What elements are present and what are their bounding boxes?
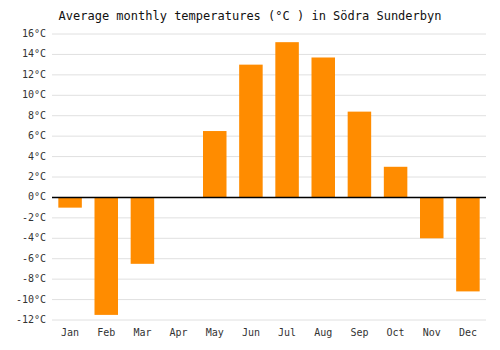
x-tick-label: Dec [459, 327, 477, 338]
y-tick-label: -8°C [22, 273, 46, 284]
grid [52, 34, 486, 320]
x-tick-label: Jan [61, 327, 79, 338]
grid-line [52, 95, 486, 96]
grid-line [52, 177, 486, 178]
bar [58, 197, 82, 207]
grid-line [52, 54, 486, 55]
bar [456, 197, 480, 291]
grid-line [52, 74, 486, 75]
y-tick-label: 4°C [28, 151, 46, 162]
title: Average monthly temperatures (°C ) in Sö… [59, 9, 442, 23]
y-axis: -12°C -10°C -8°C -6°C -4°C -2°C 0°C 2°C 4°C 6°C 8°… [16, 28, 46, 325]
bar [420, 197, 444, 238]
x-tick-label: Nov [423, 327, 441, 338]
y-tick-label: 6°C [28, 130, 46, 141]
y-tick-label: -6°C [22, 253, 46, 264]
y-tick-label: 0°C [28, 191, 46, 202]
x-tick-label: Apr [170, 327, 188, 338]
bar [131, 197, 155, 263]
y-tick-label: -2°C [22, 212, 46, 223]
y-tick-label: -10°C [16, 294, 46, 305]
y-tick-label: -12°C [16, 314, 46, 325]
x-tick-label: Feb [97, 327, 115, 338]
grid-line [52, 197, 486, 198]
y-tick-label: 8°C [28, 110, 46, 121]
x-tick-label: Oct [387, 327, 405, 338]
chart: -12°C -10°C -8°C -6°C -4°C -2°C 0°C 2°C 4°C 6°C 8°… [0, 0, 500, 350]
y-tick-label: -4°C [22, 232, 46, 243]
x-tick-label: Jul [278, 327, 296, 338]
x-tick-label: Sep [350, 327, 368, 338]
grid-line [52, 115, 486, 116]
y-tick-label: 10°C [22, 89, 46, 100]
grid-line [52, 156, 486, 157]
y-tick-label: 12°C [22, 69, 46, 80]
zero-line [52, 197, 486, 199]
grid-line [52, 34, 486, 35]
grid-line [52, 320, 486, 321]
x-tick-label: May [206, 327, 224, 338]
grid-line [52, 136, 486, 137]
y-tick-label: 16°C [22, 28, 46, 39]
x-tick-label: Jun [242, 327, 260, 338]
bar [384, 167, 408, 198]
x-tick-label: Aug [314, 327, 332, 338]
y-tick-label: 14°C [22, 48, 46, 59]
x-tick-label: Mar [133, 327, 151, 338]
bar [203, 131, 227, 197]
bar [311, 57, 335, 197]
x-axis: Jan Feb Mar Apr May Jun Jul Aug Sep Oct Nov Dec [61, 327, 477, 338]
bar [348, 112, 372, 198]
bar [275, 42, 299, 197]
bars [58, 42, 479, 315]
y-tick-label: 2°C [28, 171, 46, 182]
bar [94, 197, 118, 314]
bar [239, 65, 263, 198]
